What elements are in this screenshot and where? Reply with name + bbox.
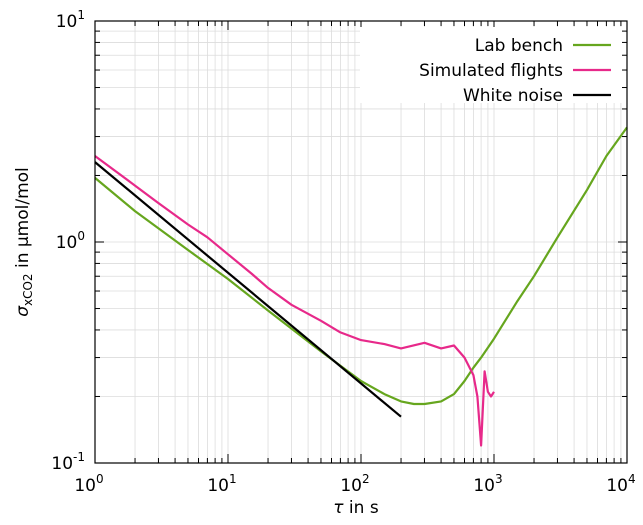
legend-label: Lab bench	[475, 36, 563, 56]
y-tick-label: 101	[56, 8, 85, 32]
legend: Lab bench Simulated flights White noise	[360, 27, 622, 106]
series-line-lab-bench	[94, 126, 628, 406]
legend-label: White noise	[463, 86, 563, 106]
y-axis-symbol: σ	[13, 305, 33, 317]
x-axis-label: τ in s	[333, 498, 379, 518]
y-tick-label: 10-1	[51, 450, 85, 474]
series-line-simulated-flights	[94, 155, 495, 447]
y-axis-text: in μmol/mol	[13, 167, 33, 273]
series-line-white-noise	[94, 161, 402, 418]
x-axis-text: in s	[344, 498, 379, 518]
series-layer	[94, 126, 628, 447]
x-tick-label: 100	[74, 472, 103, 496]
x-axis-symbol: τ	[333, 498, 344, 518]
legend-background	[360, 27, 622, 103]
x-tick-label: 101	[207, 472, 236, 496]
y-tick-label: 100	[56, 229, 85, 253]
y-axis-label: σxCO2 in μmol/mol	[13, 167, 35, 317]
legend-label: Simulated flights	[419, 61, 563, 81]
x-tick-label: 104	[606, 472, 635, 496]
x-tick-label: 102	[340, 472, 369, 496]
y-axis-subscript: xCO2	[21, 273, 35, 306]
x-tick-label: 103	[473, 472, 502, 496]
